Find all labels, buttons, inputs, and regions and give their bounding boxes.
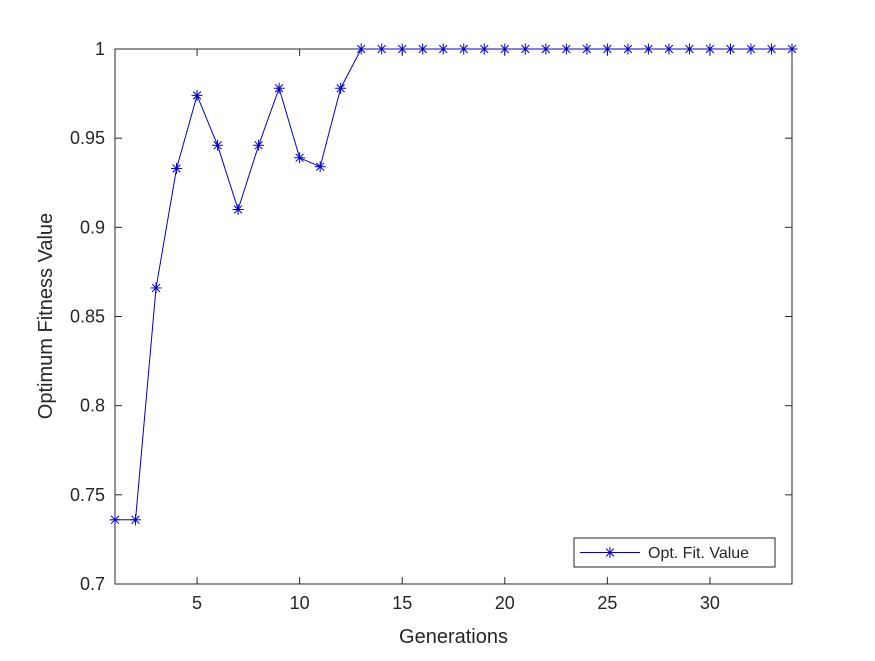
data-point-marker (335, 82, 347, 94)
data-point-marker (478, 43, 490, 55)
data-point-marker (212, 139, 224, 151)
x-tick-label: 25 (597, 593, 617, 613)
plot-area (114, 48, 793, 585)
data-point-marker (745, 43, 757, 55)
data-point-marker (540, 43, 552, 55)
data-point-marker (683, 43, 695, 55)
data-point-marker (294, 152, 306, 164)
y-tick-label: 0.8 (80, 396, 105, 416)
data-point-marker (130, 514, 142, 526)
data-point-marker (376, 43, 388, 55)
data-point-marker (314, 161, 326, 173)
legend-asterisk (604, 547, 616, 558)
data-point-marker (191, 89, 203, 101)
x-axis-label: Generations (399, 626, 508, 648)
y-tick-label: 0.7 (80, 574, 105, 594)
data-point-marker (437, 43, 449, 55)
series-markers (109, 43, 798, 526)
data-point-marker (601, 43, 613, 55)
data-point-marker (704, 43, 716, 55)
x-axis-ticks: 5 10 15 20 25 30 (192, 49, 720, 613)
data-point-marker (765, 43, 777, 55)
data-point-marker (109, 514, 121, 526)
data-point-marker (642, 43, 654, 55)
x-tick-label: 30 (700, 593, 720, 613)
data-point-marker (253, 139, 265, 151)
series-line-opt-fit-value (115, 48, 792, 521)
data-point-marker (560, 43, 572, 55)
legend: Opt. Fit. Value (573, 537, 776, 568)
y-tick-label: 0.9 (80, 217, 105, 237)
data-point-marker (458, 43, 470, 55)
y-axis-label: Optimum Fitness Value (35, 213, 57, 419)
data-point-marker (581, 43, 593, 55)
y-tick-label: 0.95 (70, 128, 105, 148)
data-point-marker (171, 162, 183, 174)
data-point-marker (417, 43, 429, 55)
y-axis-ticks: 0.7 0.75 0.8 0.85 0.9 0.95 1 (70, 39, 792, 594)
data-point-marker (150, 282, 162, 294)
data-point-marker (663, 43, 675, 55)
x-tick-label: 5 (192, 593, 202, 613)
data-point-marker (519, 43, 531, 55)
data-point-marker (724, 43, 736, 55)
x-tick-label: 10 (290, 593, 310, 613)
data-point-marker (499, 43, 511, 55)
data-point-marker (622, 43, 634, 55)
data-point-marker (786, 43, 798, 55)
x-tick-label: 20 (495, 593, 515, 613)
y-tick-label: 0.85 (70, 307, 105, 327)
y-tick-label: 0.75 (70, 485, 105, 505)
data-point-marker (396, 43, 408, 55)
data-point-marker (232, 204, 244, 215)
legend-marker-icon (604, 547, 616, 558)
data-point-marker (355, 43, 367, 55)
data-point-marker (273, 82, 285, 94)
legend-label: Opt. Fit. Value (648, 545, 749, 562)
x-tick-label: 15 (392, 593, 412, 613)
y-tick-label: 1 (95, 39, 105, 59)
